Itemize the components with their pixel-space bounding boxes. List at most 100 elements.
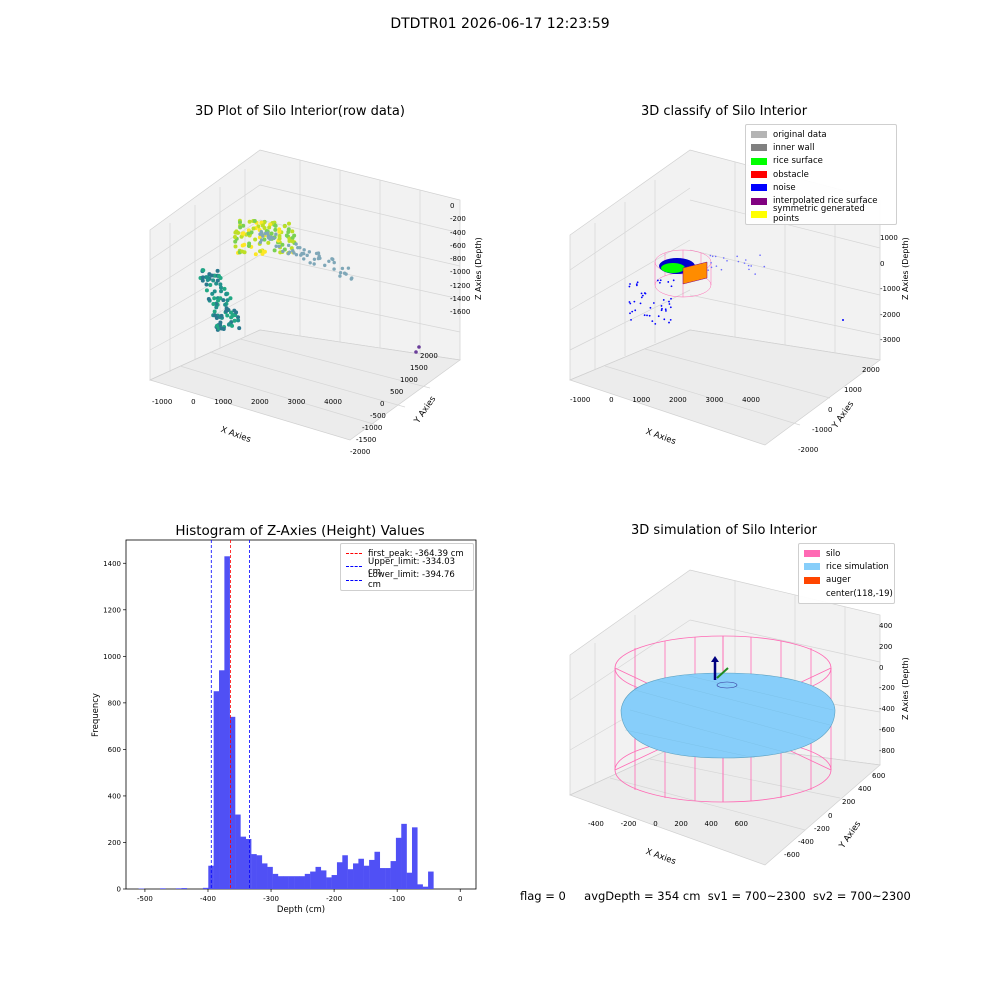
noise-point [656,279,659,282]
data-point [414,350,418,354]
panel3-title: Histogram of Z-Axies (Height) Values [175,523,425,539]
data-point [308,261,312,265]
data-point [204,282,209,287]
legend-item: symmetric generated points [751,204,891,224]
noise-point [668,300,670,303]
noise-point [711,255,714,258]
y-tick-label: 0 [117,886,121,894]
data-point [215,268,220,273]
panel1-x-ticks: -1000 0 1000 2000 3000 4000 [152,398,342,406]
x-tick: 2000 [250,398,269,406]
histogram-bar [342,855,348,889]
data-point [338,270,343,275]
histogram-bar [288,876,295,889]
data-point [314,251,319,256]
x-tick: 1000 [214,398,233,406]
histogram-bar [369,859,375,889]
data-point [218,282,223,287]
y-tick: -500 [370,412,386,420]
data-point [305,253,309,258]
data-point [266,240,271,245]
x-tick: 4000 [742,396,760,404]
data-point [215,278,220,283]
legend-label: center(118,-19) [826,588,893,599]
data-point [221,298,226,303]
z-tick: -200 [450,215,466,224]
data-point [212,296,217,301]
noise-point [709,254,712,257]
x-tick-label: -100 [389,895,405,903]
data-point [290,239,295,244]
histogram-bar [175,888,182,889]
x-tick: 0 [191,398,196,406]
histogram-bar [245,838,252,889]
noise-point [631,310,634,313]
data-point [269,231,274,236]
legend-item: Upper_limit: -334.03 cm [346,557,468,577]
y-tick: -1500 [356,436,377,444]
x-tick-label: 0 [458,895,462,903]
data-point [273,227,278,232]
y-tick-label: 1400 [103,560,121,568]
histogram-bars [138,556,434,889]
panel4-z-ticks: 400 200 0 -200 -400 -600 -800 [879,616,895,762]
panel4-y-ticks: 600 400 200 0 -200 -400 -600 [780,770,885,862]
x-tick: 3000 [705,396,724,404]
data-point [251,226,256,231]
sv1-text: sv1 = 700~2300 [707,889,806,903]
histogram-bar [267,866,273,889]
histogram-bar [379,868,386,889]
panel1-z-label: Z Axies (Depth) [474,237,483,300]
x-tick: -1000 [152,398,173,406]
data-point [282,224,287,229]
z-tick: -1400 [450,295,471,304]
data-point [204,288,209,293]
y-tick: 400 [858,785,872,794]
legend-label: auger [826,575,851,586]
z-tick: -400 [879,705,895,714]
noise-point [715,265,718,267]
data-point [246,231,251,236]
panel4-z-label: Z Axies (Depth) [901,657,910,720]
legend-label: rice surface [773,156,823,167]
x-tick: -200 [620,820,637,828]
noise-point [667,281,670,283]
y-tick: 200 [842,798,856,807]
legend-label: obstacle [773,169,809,180]
data-point [281,249,285,254]
panel2-title: 3D classify of Silo Interior [640,104,808,119]
noise-point [660,309,663,312]
noise-point [842,319,844,321]
histogram-bar [422,886,429,889]
noise-point [669,319,672,321]
histogram-chart: -500 -400 -300 -200 -100 0 0 200 400 600 800 1000 1… [91,539,477,915]
auger-blade [716,667,729,679]
noise-point [652,302,655,304]
avg-depth-text: avgDepth = 354 cm [584,889,701,903]
y-tick: -400 [798,838,814,847]
data-point [332,260,336,265]
noise-point [750,265,753,267]
histogram-bar [202,887,209,889]
noise-point [743,262,746,264]
data-point [274,244,278,248]
y-tick: 1000 [844,386,862,394]
data-point [210,291,215,296]
histogram-bar [213,691,220,889]
legend-item: center(118,-19) [804,587,893,600]
legend-swatch [751,210,767,218]
z-tick: 400 [879,622,893,630]
legend-swatch [751,157,767,165]
y-tick: -1000 [362,424,383,432]
noise-point [747,264,750,267]
panel1-z-ticks: 0 -200 -400 -600 -800 -1000 -1200 -1400 … [450,200,490,320]
data-point [253,252,258,257]
data-point [332,267,336,271]
data-point [212,309,217,314]
histogram-bar [406,872,413,889]
noise-point [628,285,631,288]
data-point [307,250,312,254]
noise-point [646,314,648,317]
data-point [287,221,292,226]
data-point [272,248,277,253]
